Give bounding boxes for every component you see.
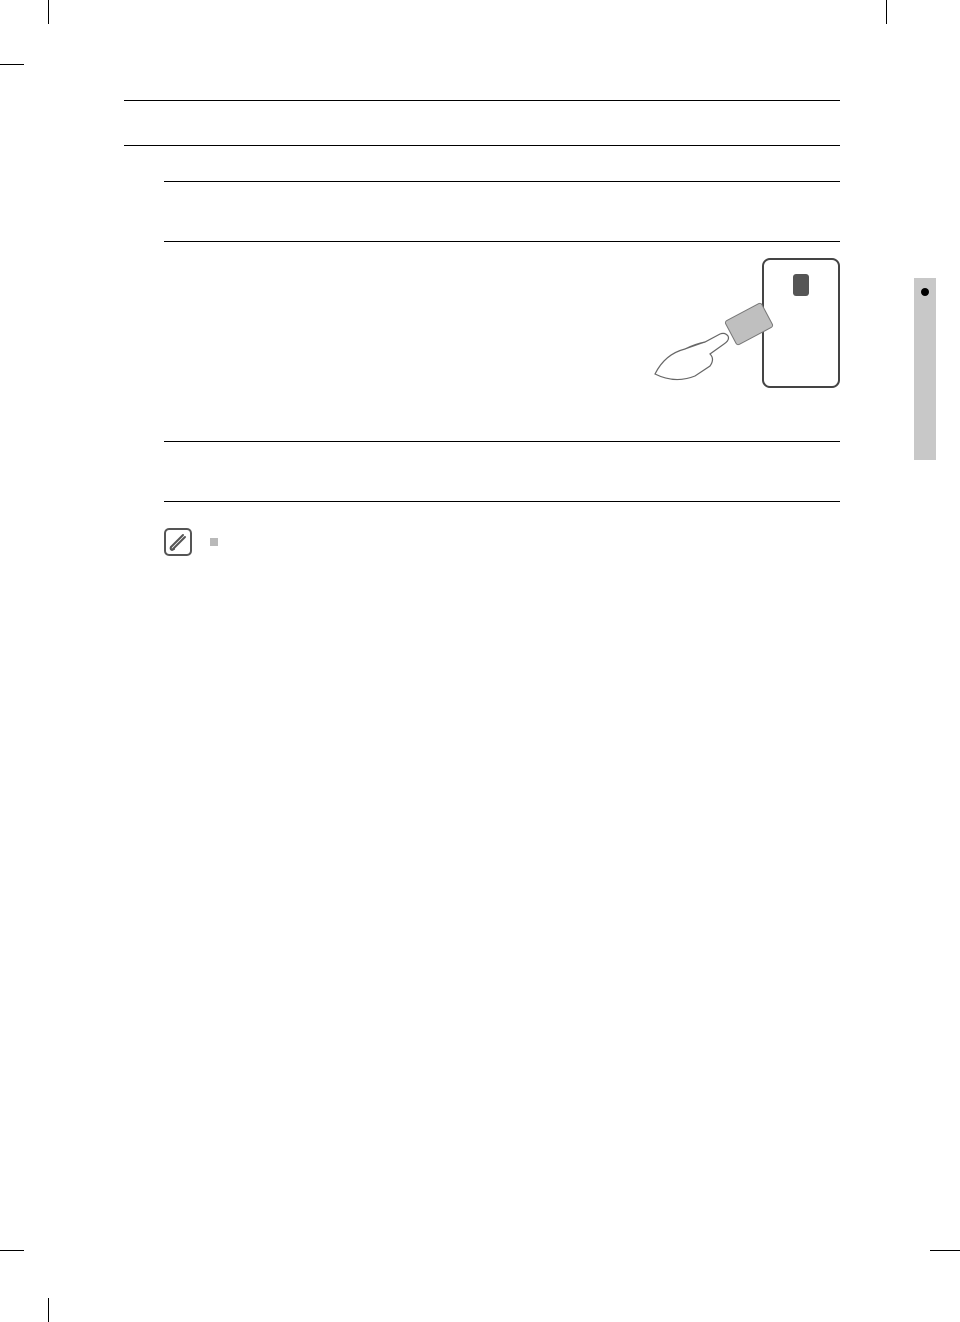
figure-card-reader: [700, 258, 840, 398]
crop-mark: [0, 64, 24, 65]
side-tab: [914, 278, 936, 460]
chapter-title: [124, 96, 840, 101]
note-bullet-icon: [210, 538, 218, 546]
crop-mark: [886, 0, 887, 24]
subheading-initial-state: [164, 178, 840, 182]
hand-icon: [650, 314, 740, 384]
section-buzzer-control: [164, 498, 840, 556]
section-initial-state: [164, 178, 840, 182]
note-icon: [164, 528, 192, 556]
crop-mark: [48, 1298, 49, 1322]
reader-led-icon: [793, 274, 809, 296]
subheading-led-control: [164, 438, 840, 442]
side-tab-dot: [921, 288, 929, 296]
note-row: [164, 528, 840, 556]
section-heading: [124, 141, 840, 146]
section-led-control: [164, 438, 840, 442]
subheading-using-card: [164, 238, 840, 242]
crop-mark: [0, 1250, 24, 1251]
side-tab-label: [914, 302, 936, 460]
section-using-card: [164, 238, 840, 398]
reader-device-icon: [762, 258, 840, 388]
subheading-buzzer-control: [164, 498, 840, 502]
crop-mark: [48, 0, 49, 24]
crop-mark: [930, 1250, 960, 1251]
page-content: [124, 96, 840, 612]
